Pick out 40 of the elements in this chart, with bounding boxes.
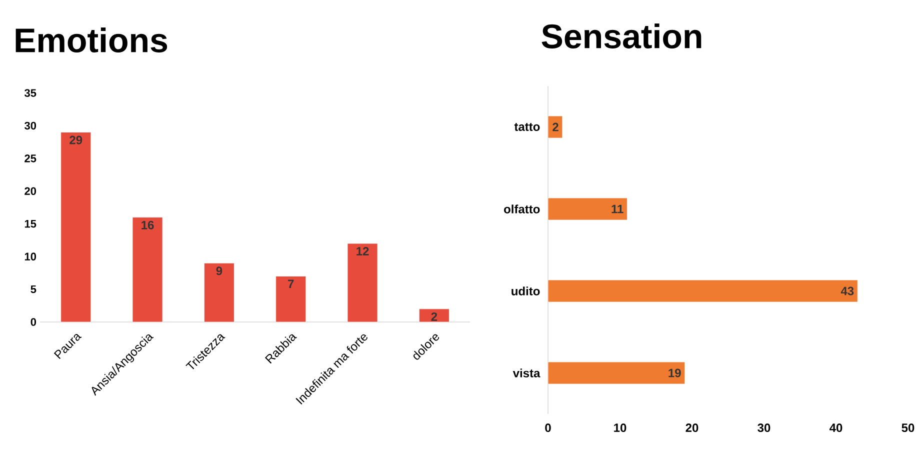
bar (548, 280, 858, 302)
x-tick-label: 20 (686, 424, 698, 432)
x-tick-label: 30 (758, 424, 770, 432)
bar (204, 262, 234, 322)
data-label: 11 (612, 204, 624, 214)
chart-title: Sensation (542, 24, 702, 48)
data-label: 12 (356, 247, 369, 256)
y-tick-label: 10 (24, 252, 36, 260)
bar (418, 308, 450, 322)
y-tick-label: 0 (30, 318, 36, 326)
bar (132, 217, 163, 322)
bar (548, 116, 563, 138)
y-tick-label: 20 (24, 187, 36, 196)
y-tick-label: olfatto (504, 204, 540, 214)
data-label: 9 (216, 266, 222, 276)
bar (60, 132, 92, 322)
data-label: 19 (668, 368, 681, 378)
y-tick-label: tatto (514, 123, 540, 131)
data-label: 7 (288, 280, 294, 288)
x-tick-label: 40 (830, 424, 842, 432)
data-label: 2 (431, 312, 438, 321)
y-tick-label: udito (512, 286, 540, 296)
y-tick-label: 35 (24, 89, 36, 97)
data-label: 2 (552, 122, 558, 132)
y-tick-label: 5 (30, 285, 36, 294)
data-label: 29 (70, 136, 82, 144)
x-tick-label: 10 (614, 424, 626, 432)
data-label: 16 (142, 220, 154, 230)
x-tick-label: 50 (902, 424, 914, 432)
y-tick-label: 25 (24, 154, 36, 162)
y-tick-label: 30 (24, 122, 36, 130)
bar (548, 362, 685, 384)
x-tick-label: 0 (545, 424, 551, 432)
data-label: 43 (840, 286, 854, 296)
chart-title: Emotions (16, 28, 168, 52)
y-tick-label: vista (512, 368, 540, 378)
y-tick-label: 15 (24, 220, 36, 228)
bar (347, 243, 378, 322)
bar (548, 198, 628, 220)
bar (276, 276, 306, 322)
